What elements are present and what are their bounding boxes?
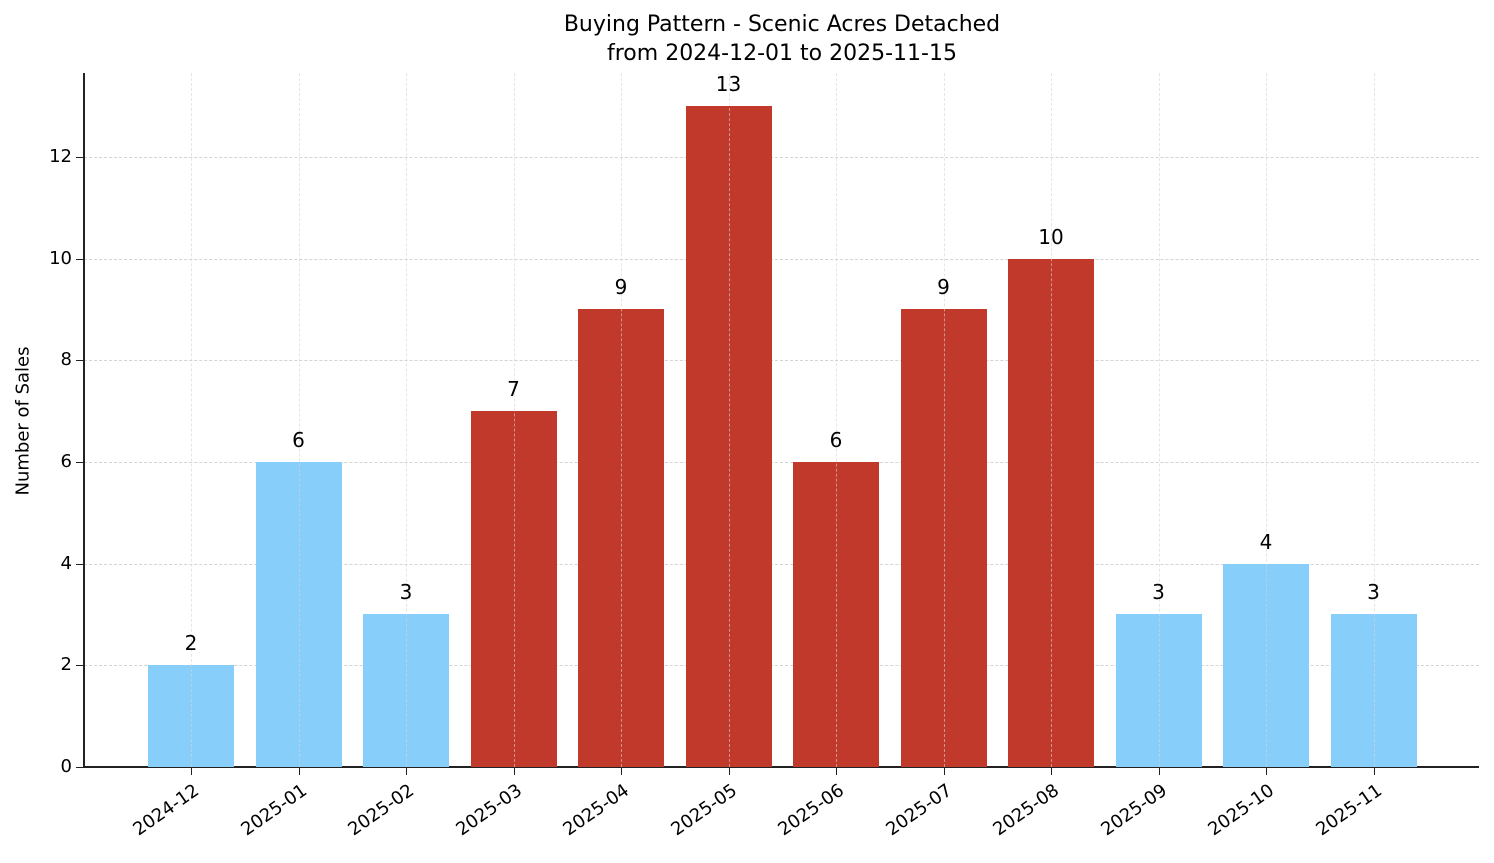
bar-value-label: 2	[184, 631, 198, 656]
x-tick-mark	[943, 768, 945, 775]
y-tick-label: 12	[49, 145, 72, 167]
x-tick-label: 2025-07	[881, 779, 956, 841]
x-tick-mark	[621, 768, 622, 775]
gridline-vertical	[728, 73, 730, 767]
gridline-vertical	[191, 73, 192, 767]
bar-value-label: 6	[292, 427, 305, 452]
plot-area: 2 6 3 7 9 13 6 9 10 3 4 3	[84, 72, 1479, 767]
x-tick-mark	[191, 768, 192, 775]
gridline-vertical	[621, 73, 622, 767]
y-tick-label: 2	[60, 654, 72, 676]
x-tick-mark	[1158, 768, 1160, 775]
bar-value-label: 9	[937, 275, 950, 300]
y-tick-mark	[76, 665, 83, 667]
x-tick-label: 2025-04	[559, 779, 634, 841]
gridline-vertical	[513, 73, 515, 767]
x-tick-mark	[836, 768, 837, 775]
y-tick-label: 10	[49, 247, 72, 269]
bar-value-label: 3	[1367, 580, 1380, 605]
gridline-vertical	[836, 73, 837, 767]
gridline-vertical	[1266, 73, 1267, 767]
gridline-vertical	[1051, 73, 1052, 767]
bar-value-label: 10	[1038, 224, 1064, 249]
gridline-vertical	[943, 73, 945, 767]
x-tick-mark	[298, 768, 300, 775]
gridline-horizontal	[84, 563, 1479, 565]
x-tick-label: 2025-01	[236, 779, 311, 841]
x-tick-label: 2025-03	[451, 779, 526, 841]
x-tick-label: 2025-09	[1096, 779, 1171, 841]
bar-value-label: 7	[507, 377, 520, 402]
x-axis-line	[83, 766, 1479, 768]
gridline-vertical	[298, 73, 300, 767]
chart-title: Buying Pattern - Scenic Acres Detached f…	[0, 10, 1494, 68]
bar-value-label: 3	[1152, 580, 1165, 605]
y-tick-mark	[76, 360, 83, 362]
y-tick-label: 6	[60, 450, 72, 472]
x-tick-label: 2025-11	[1311, 779, 1386, 841]
x-tick-label: 2025-10	[1204, 779, 1279, 841]
gridline-vertical	[406, 73, 407, 767]
x-tick-label: 2025-08	[989, 779, 1064, 841]
y-tick-label: 0	[60, 756, 72, 777]
x-tick-label: 2025-06	[774, 779, 849, 841]
chart-subtitle: from 2024-12-01 to 2025-11-15	[607, 41, 957, 66]
gridline-vertical	[1373, 73, 1375, 767]
x-tick-label: 2025-05	[666, 779, 741, 841]
y-tick-label: 8	[60, 349, 72, 371]
y-tick-mark	[76, 156, 83, 158]
chart-title-line1: Buying Pattern - Scenic Acres Detached	[563, 12, 1001, 37]
x-tick-mark	[1373, 768, 1375, 775]
y-tick-label: 4	[60, 552, 72, 574]
bar-value-label: 3	[399, 580, 413, 605]
y-tick-mark	[76, 563, 83, 565]
x-tick-mark	[406, 768, 407, 775]
y-tick-mark	[76, 461, 83, 463]
gridline-horizontal	[84, 156, 1479, 158]
x-tick-label: 2025-02	[344, 779, 419, 841]
y-tick-mark	[76, 258, 83, 260]
x-tick-mark	[728, 768, 730, 775]
x-tick-mark	[1051, 768, 1052, 775]
x-tick-mark	[1266, 768, 1267, 775]
gridline-vertical	[1158, 73, 1160, 767]
bar-value-label: 9	[614, 275, 628, 300]
bar-value-label: 13	[715, 72, 742, 97]
y-axis-line	[83, 73, 85, 768]
gridline-horizontal	[84, 360, 1479, 362]
x-tick-label: 2024-12	[129, 779, 204, 841]
bar-value-label: 4	[1259, 529, 1273, 554]
gridline-horizontal	[84, 461, 1479, 463]
gridline-horizontal	[84, 665, 1479, 667]
y-tick-mark	[76, 767, 83, 768]
x-tick-mark	[513, 768, 515, 775]
gridline-horizontal	[84, 258, 1479, 260]
bar-value-label: 6	[829, 427, 843, 452]
